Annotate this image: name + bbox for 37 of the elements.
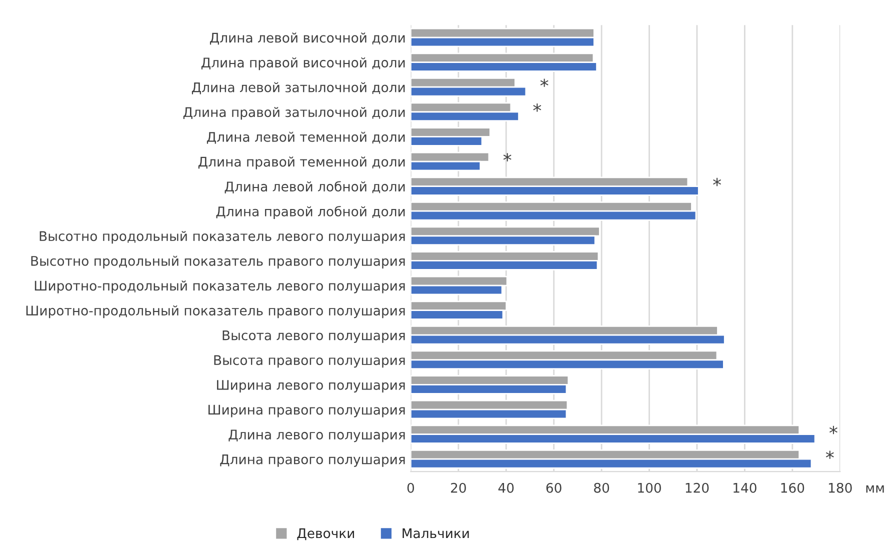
annotation: * [829, 426, 838, 434]
y-tick-label: Длина правого полушария [220, 454, 405, 467]
y-tick-label: Длина правой теменной доли [198, 156, 405, 170]
x-tick-label: 140 [734, 482, 756, 493]
y-tick-label: Длина левой лобной доли [224, 181, 405, 194]
y-tick-label: Длина левого полушария [228, 430, 405, 442]
annotation: * [826, 450, 834, 459]
x-axis-title: мм [866, 485, 884, 493]
y-tick-label: Высота правого полушария [214, 355, 405, 368]
y-tick-label: Длина правой затылочной доли [183, 106, 405, 120]
x-tick-label: 20 [451, 482, 466, 493]
x-tick-label: 160 [781, 482, 804, 493]
x-tick-label: 40 [498, 482, 514, 493]
y-tick-label: Длина левой затылочной доли [192, 82, 405, 94]
y-tick-label: Ширина левого полушария [217, 380, 405, 392]
annotation: * [540, 78, 548, 87]
y-tick-label: Широтно-продольный показатель левого полушария [34, 280, 405, 294]
x-tick-label: 80 [594, 482, 610, 493]
x-tick-label: 100 [638, 482, 661, 493]
legend-label: Девочки [297, 528, 354, 540]
y-tick-label: Высота левого полушария [222, 330, 405, 343]
y-tick-label: Широтно-продольный показатель правого полушария [26, 305, 405, 318]
annotation: * [533, 103, 542, 112]
y-tick-label: Высотно продольный показатель левого полушария [40, 230, 405, 244]
x-tick-label: 60 [546, 482, 562, 493]
x-tick-label: 180 [828, 482, 852, 493]
y-tick-label: Ширина правого полушария [208, 404, 405, 418]
x-tick-label: 120 [686, 482, 709, 493]
legend-label: Мальчики [402, 528, 469, 538]
y-tick-label: Длина левой височной доли [210, 32, 405, 45]
annotation: * [503, 153, 512, 162]
x-tick-label: 0 [407, 482, 414, 493]
annotation: * [713, 178, 722, 186]
y-tick-label: Длина правой лобной доли [216, 206, 405, 219]
y-tick-label: Длина левой теменной доли [206, 132, 405, 144]
y-tick-label: Длина правой височной доли [201, 57, 405, 70]
y-tick-label: Высотно продольный показатель правого полушария [31, 256, 405, 268]
